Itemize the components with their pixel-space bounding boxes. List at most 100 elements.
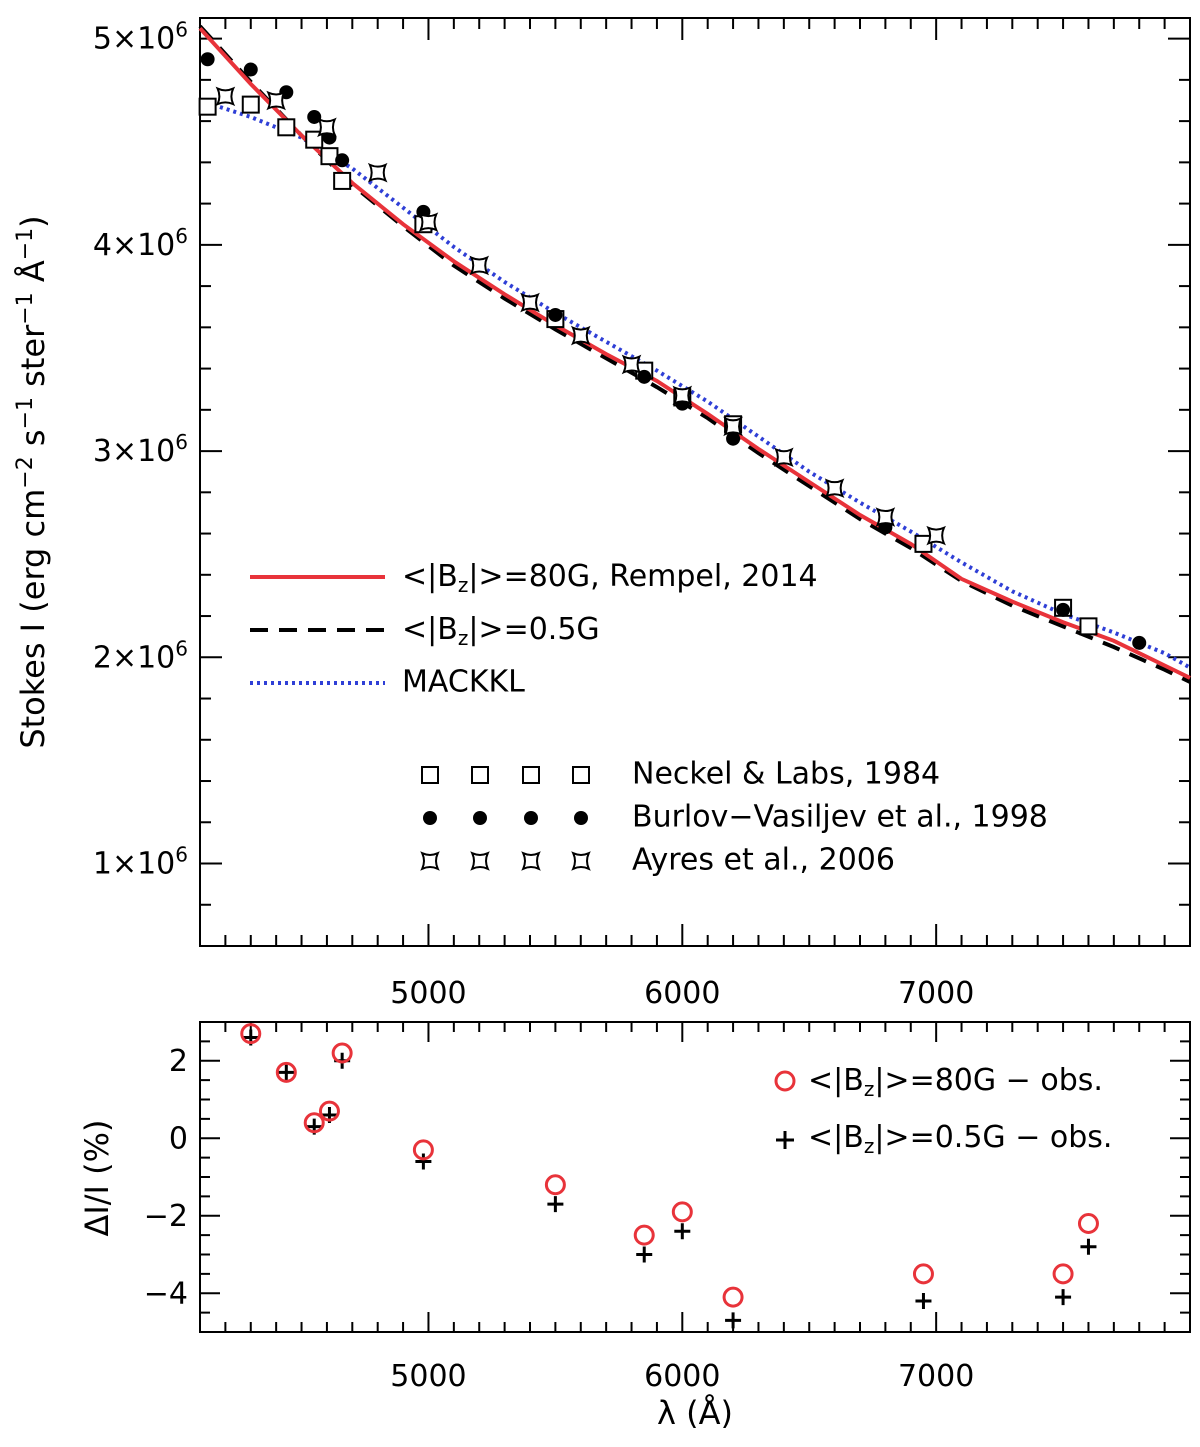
residual-legend: <|Bz|>=80G − obs. <|Bz|>=0.5G − obs.: [774, 1063, 1112, 1158]
top-panel: 5000 6000 7000 1×106 2×106 3×106 4×106 5×106 S…: [13, 17, 1191, 1011]
filled-circle-marker: [243, 62, 258, 77]
marker-legend-symbols: [420, 766, 591, 871]
y-tick-label: 2: [169, 1044, 188, 1079]
series-line-dotted: [199, 98, 1191, 670]
y-tick-label: −4: [144, 1276, 188, 1311]
top-minor-ticks: [200, 18, 1190, 946]
square-marker: [914, 534, 933, 553]
plus-marker: [1080, 1238, 1097, 1255]
x-tick-label: 6000: [644, 976, 720, 1011]
star-marker: [418, 212, 439, 232]
bottom-x-axis-title: λ (Å): [657, 1394, 733, 1432]
square-marker: [198, 97, 217, 116]
x-tick-label: 7000: [898, 976, 974, 1011]
open-circle-marker: [671, 1201, 693, 1223]
open-circle-marker: [240, 1023, 262, 1045]
plus-marker: [278, 1064, 295, 1081]
top-plot-frame: [199, 17, 1191, 947]
square-marker: [241, 95, 260, 114]
star-marker: [672, 385, 693, 406]
top-series-lines: [198, 24, 1191, 684]
top-x-tick-labels: 5000 6000 7000: [390, 976, 974, 1011]
plus-marker: [674, 1223, 691, 1240]
plus-marker: [725, 1312, 742, 1329]
filled-circle-marker: [307, 109, 322, 124]
legend-label-rempel: <|Bz|>=80G, Rempel, 2014: [402, 559, 818, 597]
open-circle-marker: [1052, 1263, 1074, 1285]
line-legend: <|Bz|>=80G, Rempel, 2014 <|Bz|>=0.5G MAC…: [250, 559, 818, 700]
star-marker: [571, 851, 591, 871]
plus-marker: [915, 1293, 932, 1309]
legend-label-residual-80g: <|Bz|>=80G − obs.: [808, 1063, 1103, 1101]
open-circle-marker: [722, 1286, 744, 1308]
x-tick-label: 5000: [390, 976, 466, 1011]
square-marker: [1079, 617, 1098, 636]
x-tick-label: 7000: [898, 1359, 974, 1394]
open-circle-marker: [912, 1263, 934, 1285]
open-circle-marker: [331, 1042, 353, 1064]
filled-circle-marker: [200, 52, 215, 67]
filled-circle-marker: [1132, 635, 1147, 650]
filled-circle-marker: [473, 811, 487, 825]
open-circle-marker: [412, 1139, 434, 1161]
y-tick-label: −2: [144, 1199, 188, 1234]
y-tick-label: 4×106: [93, 224, 188, 263]
star-marker: [266, 90, 286, 111]
star-marker: [520, 292, 540, 313]
star-marker: [621, 354, 642, 375]
legend-label-burlov: Burlov−Vasiljev et al., 1998: [632, 800, 1048, 835]
square-marker: [522, 766, 540, 784]
top-major-ticks: [200, 18, 1190, 946]
plus-marker: [547, 1196, 564, 1213]
bottom-y-axis-title: ΔI/I (%): [78, 1119, 116, 1236]
filled-circle-marker: [1056, 602, 1071, 617]
legend-marker-open-circle: [774, 1070, 796, 1092]
legend-label-neckel: Neckel & Labs, 1984: [632, 757, 940, 792]
star-marker: [774, 447, 794, 468]
top-observation-points: [198, 52, 1147, 650]
open-circle-marker: [275, 1061, 297, 1083]
star-marker: [420, 851, 440, 871]
star-marker: [469, 255, 490, 276]
y-tick-label: 0: [169, 1121, 188, 1156]
star-marker: [875, 507, 896, 527]
bottom-minor-ticks: [200, 1022, 1190, 1332]
star-marker: [215, 86, 236, 107]
filled-circle-marker: [524, 811, 538, 825]
bottom-major-ticks: [200, 1022, 1190, 1332]
series-line-solid: [198, 26, 1191, 680]
x-tick-label: 5000: [390, 1359, 466, 1394]
bottom-x-tick-labels: 5000 6000 7000: [390, 1359, 974, 1394]
y-tick-label: 5×106: [93, 18, 188, 57]
filled-circle-marker: [335, 153, 350, 168]
star-marker: [521, 851, 541, 871]
square-marker: [421, 766, 439, 784]
star-marker: [723, 416, 743, 437]
star-marker: [317, 117, 337, 138]
star-marker: [470, 851, 490, 871]
square-marker: [572, 766, 590, 784]
open-circle-marker: [544, 1174, 566, 1196]
legend-label-half-gauss: <|Bz|>=0.5G: [402, 612, 600, 650]
top-y-axis-title: Stokes I (erg cm−2 s−1 ster−1 Å−1): [13, 215, 52, 748]
legend-label-ayres: Ayres et al., 2006: [632, 843, 895, 878]
open-circle-marker: [318, 1100, 340, 1122]
y-tick-label: 3×106: [93, 430, 188, 469]
square-marker: [333, 171, 352, 190]
legend-label-residual-half-gauss: <|Bz|>=0.5G − obs.: [808, 1120, 1112, 1158]
star-marker: [570, 325, 591, 346]
star-marker: [367, 162, 388, 183]
square-marker: [320, 147, 339, 166]
open-circle-marker: [1077, 1213, 1099, 1234]
plus-marker: [415, 1153, 432, 1170]
star-marker: [926, 525, 946, 546]
y-tick-label: 1×106: [93, 843, 188, 882]
star-marker: [824, 478, 845, 498]
x-tick-label: 6000: [644, 1359, 720, 1394]
plus-marker: [636, 1246, 653, 1263]
bottom-residual-points: [240, 1023, 1099, 1329]
plus-marker: [1055, 1289, 1072, 1306]
bottom-y-tick-labels: −4 −2 0 2: [144, 1044, 188, 1312]
open-circle-marker: [633, 1224, 655, 1246]
